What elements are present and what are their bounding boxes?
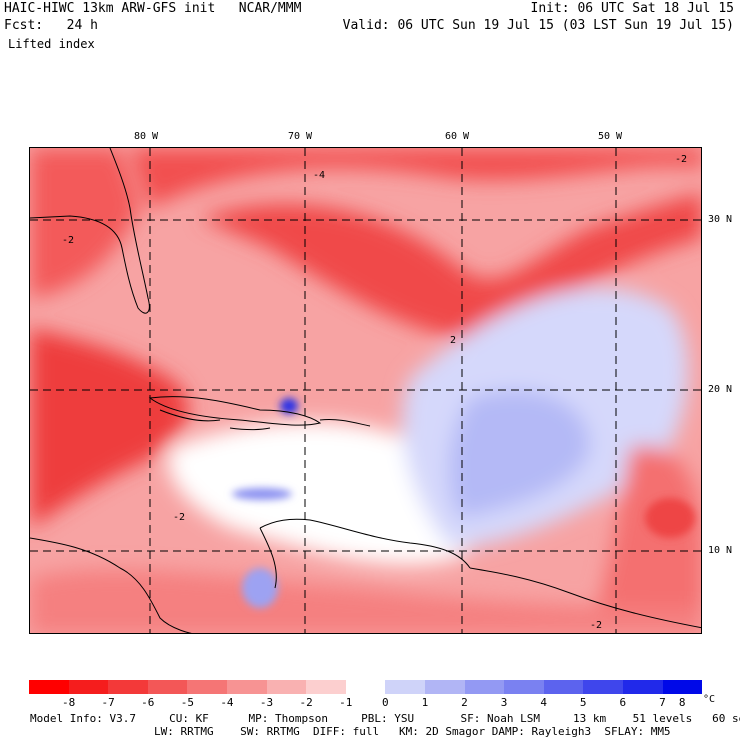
negative-southeast (590, 446, 701, 633)
colorbar-swatch (226, 680, 267, 694)
colorbar-swatch (464, 680, 505, 694)
colorbar-tick-label: -4 (220, 696, 234, 709)
colorbar-tick-label: 4 (540, 696, 547, 709)
blue-hotspot-south (232, 488, 292, 500)
lat-label-20n: 20 N (708, 384, 733, 395)
contour-label-neg2-a: -2 (62, 235, 74, 246)
contour-label-neg2-b: -2 (675, 154, 687, 165)
colorbar-swatch (266, 680, 307, 694)
colorbar-swatch (345, 680, 386, 694)
colorbar-tick-label: -1 (339, 696, 353, 709)
colorbar-swatch (385, 680, 425, 694)
colorbar-tick-label: -7 (101, 696, 115, 709)
colorbar-swatch (29, 680, 69, 694)
blue-hotspot-hispaniola (280, 398, 298, 414)
colorbar (29, 680, 703, 694)
footer-line-1: Model Info: V3.7 CU: KF MP: Thompson PBL… (30, 712, 740, 725)
contour-label-2: 2 (450, 335, 456, 346)
lon-label-80w: 80 W (134, 131, 159, 142)
header-model-line: HAIC-HIWC 13km ARW-GFS init NCAR/MMM (4, 1, 302, 16)
colorbar-swatch (424, 680, 465, 694)
colorbar-tick-label: -5 (180, 696, 194, 709)
colorbar-swatch (504, 680, 544, 694)
footer-line-2: LW: RRTMG SW: RRTMG DIFF: full KM: 2D Sm… (154, 725, 671, 738)
negative-band-north (130, 148, 701, 208)
colorbar-tick-label: 5 (579, 696, 587, 709)
colorbar-tick-label: 8 (678, 696, 686, 709)
lon-label-50w: 50 W (598, 131, 623, 142)
negative-band-ridge (200, 193, 701, 340)
colorbar-tick-label: 7 (659, 696, 666, 709)
map-field-svg: -2 -4 -2 -2 -2 2 (30, 148, 701, 633)
header-init-line: Init: 06 UTC Sat 18 Jul 15 (530, 1, 735, 16)
colorbar-tick-label: 0 (381, 696, 389, 709)
positive-core (449, 390, 590, 518)
positive-center (168, 421, 485, 565)
negative-south (30, 569, 701, 633)
lifted-index-map: -2 -4 -2 -2 -2 2 (29, 147, 702, 634)
red-hotspot-southeast (645, 498, 695, 538)
colorbar-swatch (622, 680, 663, 694)
colorbar-tick-label: 1 (421, 696, 429, 709)
colorbar-swatch (108, 680, 148, 694)
grid-lines (30, 148, 701, 633)
colorbar-tick-label: -6 (141, 696, 155, 709)
colorbar-tick-label: 6 (619, 696, 627, 709)
lat-label-30n: 30 N (708, 214, 733, 225)
negative-west (30, 328, 189, 528)
colorbar-swatch (583, 680, 623, 694)
colorbar-swatch (68, 680, 109, 694)
colorbar-tick-label: -8 (61, 696, 76, 709)
field-name: Lifted index (8, 37, 95, 51)
colorbar-tick-label: 2 (461, 696, 468, 709)
lat-label-10n: 10 N (708, 545, 733, 556)
lon-label-70w: 70 W (288, 131, 313, 142)
colorbar-swatch (147, 680, 188, 694)
colorbar-unit: °C (703, 694, 716, 705)
colorbar-tick-label: -3 (259, 696, 274, 709)
contour-label-neg2-c: -2 (173, 512, 185, 523)
negative-northwest (30, 148, 140, 298)
lon-label-60w: 60 W (445, 131, 470, 142)
colorbar-swatch (187, 680, 227, 694)
blue-south-america (242, 568, 278, 608)
colorbar-swatch (662, 680, 703, 694)
contour-label-neg4: -4 (313, 170, 325, 181)
colorbar-swatch (543, 680, 584, 694)
colorbar-tick-label: 3 (500, 696, 508, 709)
contour-label-neg2-d: -2 (590, 620, 602, 631)
header-fcst-line: Fcst: 24 h (4, 18, 98, 33)
header-valid-line: Valid: 06 UTC Sun 19 Jul 15 (03 LST Sun … (342, 18, 734, 33)
colorbar-swatch (306, 680, 346, 694)
colorbar-tick-label: -2 (299, 696, 313, 709)
